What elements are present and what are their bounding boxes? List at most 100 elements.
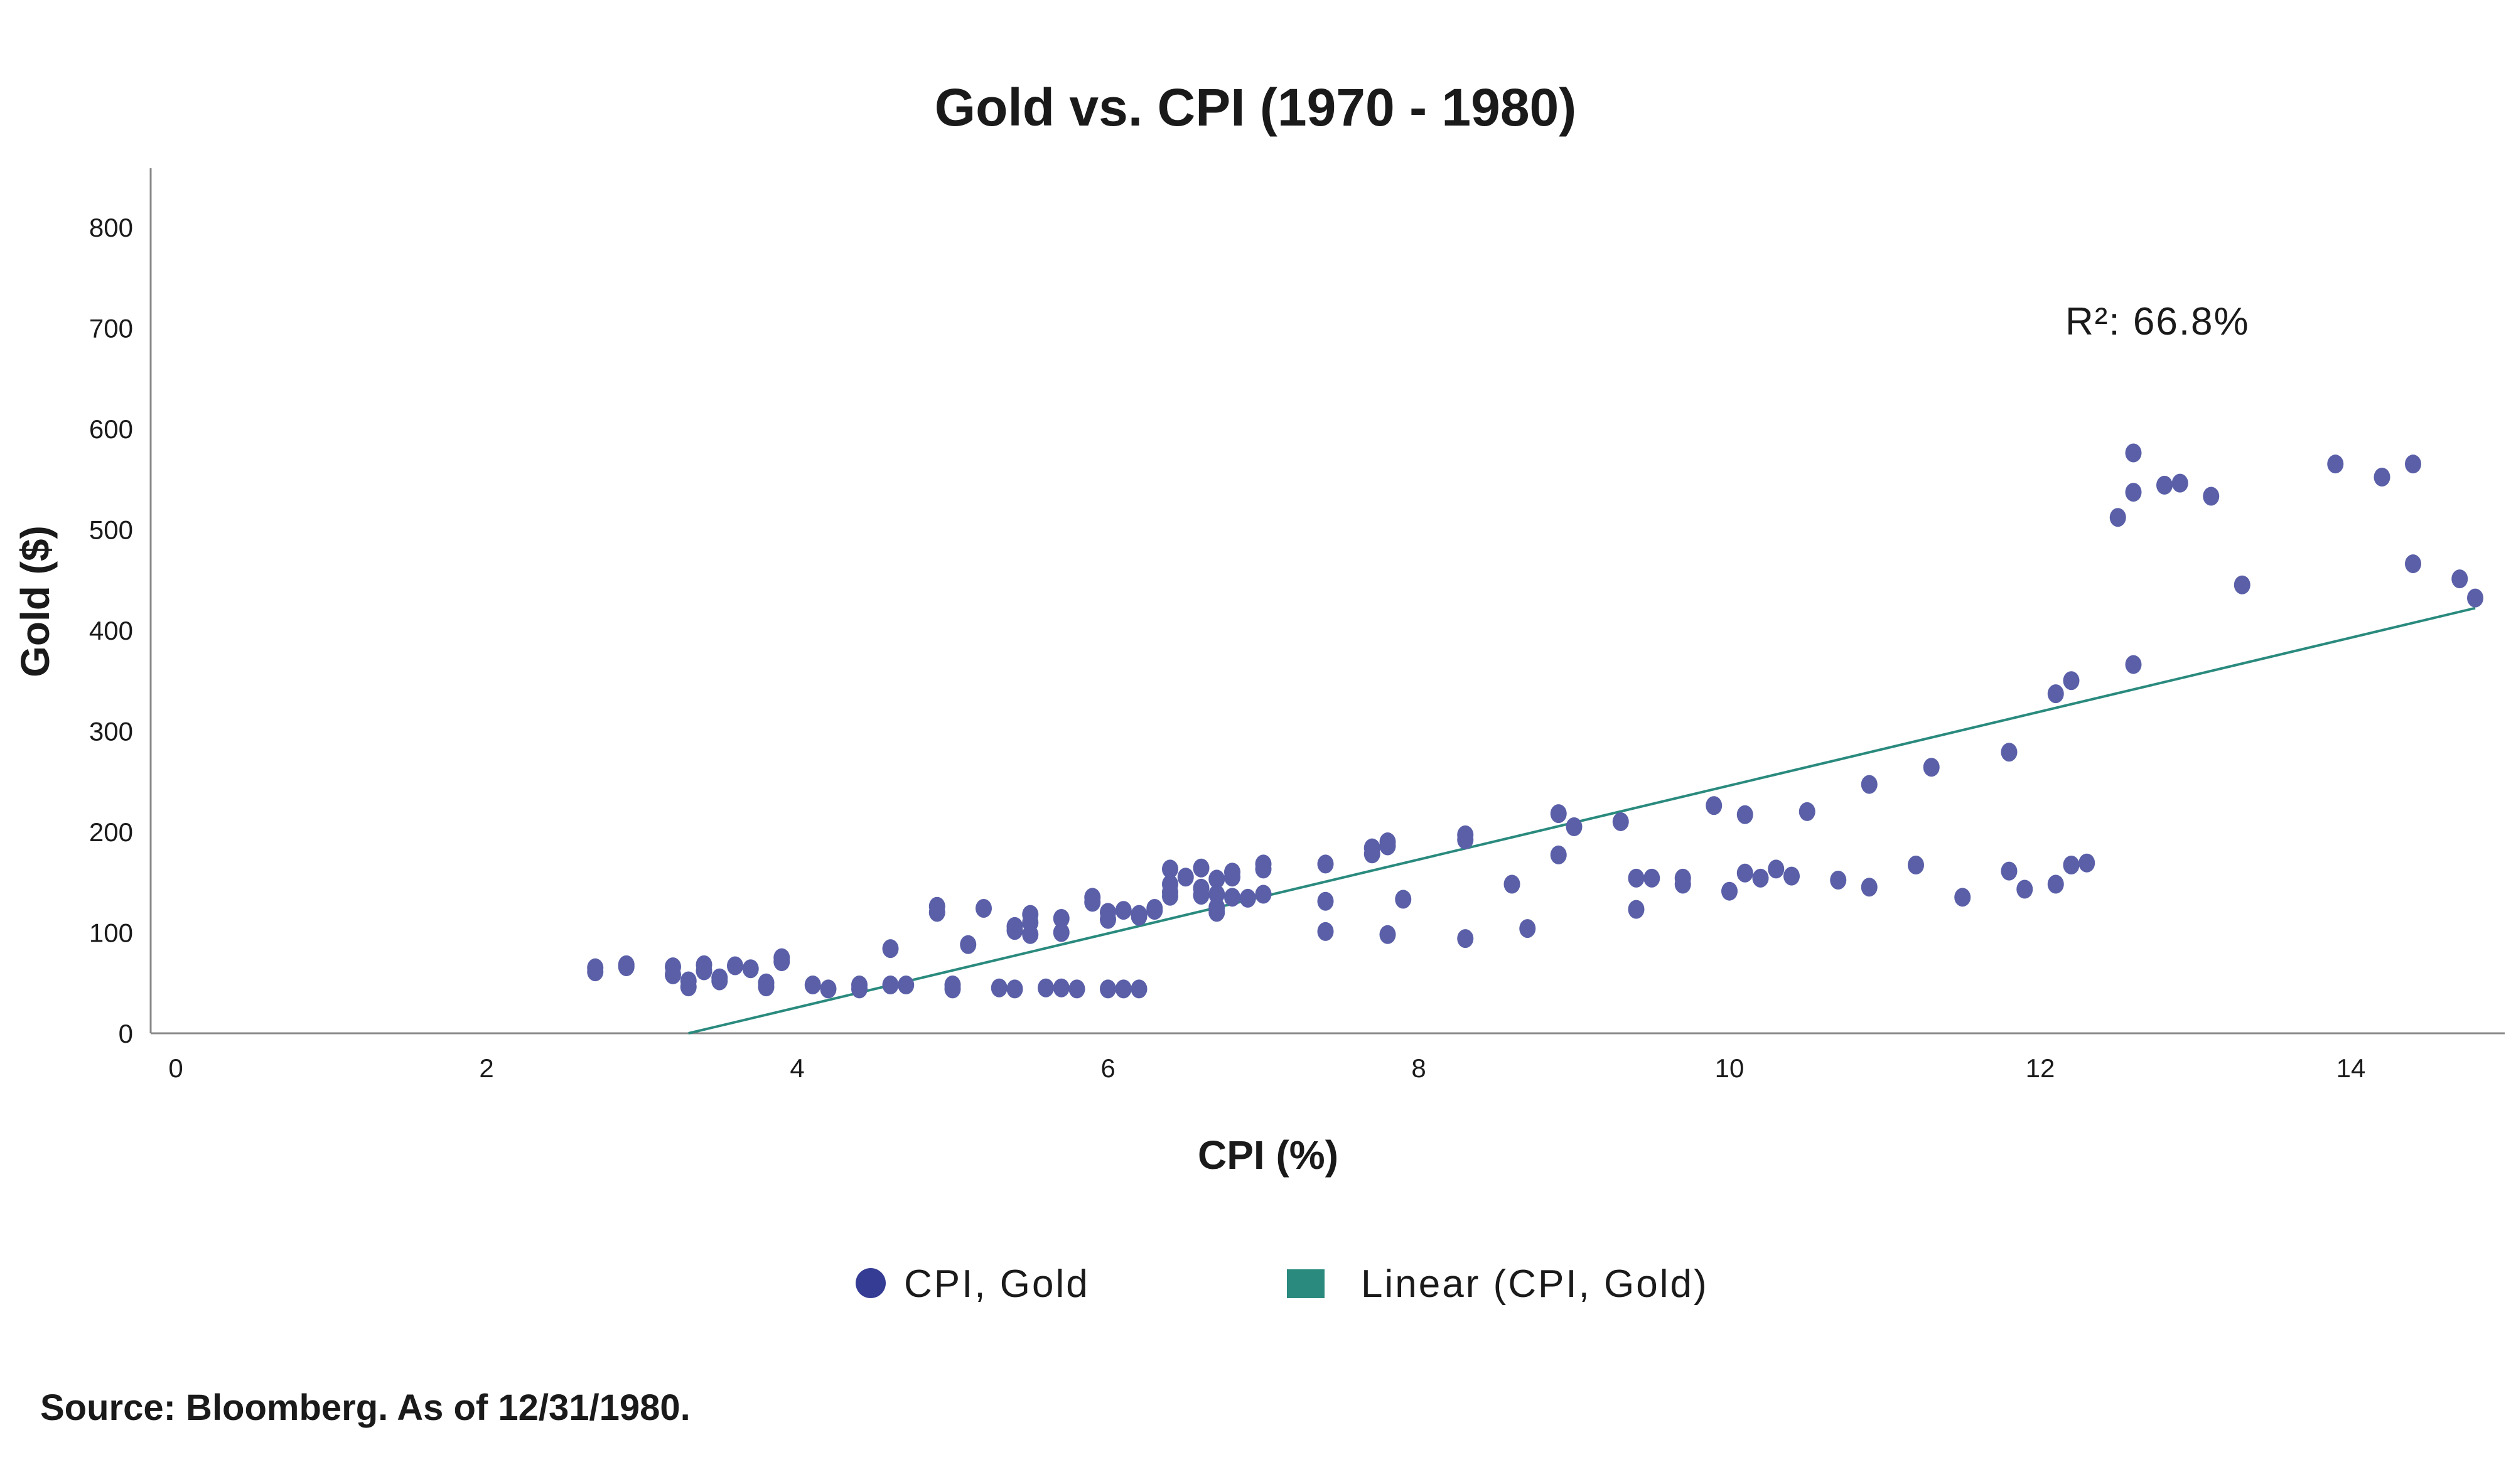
data-point[interactable] xyxy=(898,975,915,994)
data-point[interactable] xyxy=(1162,886,1178,906)
data-point[interactable] xyxy=(773,952,790,972)
data-point[interactable] xyxy=(1566,817,1583,836)
data-point[interactable] xyxy=(1628,868,1645,888)
data-point[interactable] xyxy=(1503,874,1520,894)
data-point[interactable] xyxy=(2327,454,2344,474)
data-point[interactable] xyxy=(1239,888,1256,908)
data-point[interactable] xyxy=(2234,575,2250,594)
data-point[interactable] xyxy=(2063,855,2080,874)
data-point[interactable] xyxy=(1053,909,1070,928)
data-point[interactable] xyxy=(1783,866,1800,886)
data-point[interactable] xyxy=(1721,881,1738,901)
data-point[interactable] xyxy=(2171,473,2188,493)
data-point[interactable] xyxy=(2047,874,2064,894)
data-point[interactable] xyxy=(1100,910,1116,929)
data-point[interactable] xyxy=(1038,978,1054,997)
data-point[interactable] xyxy=(976,898,992,918)
data-point[interactable] xyxy=(1006,979,1023,999)
data-point[interactable] xyxy=(1255,884,1272,904)
data-point[interactable] xyxy=(2125,655,2142,674)
data-point[interactable] xyxy=(1379,925,1396,944)
data-point[interactable] xyxy=(2078,853,2095,873)
data-point[interactable] xyxy=(2203,487,2220,506)
data-point[interactable] xyxy=(665,965,681,984)
data-point[interactable] xyxy=(1628,900,1645,919)
data-point[interactable] xyxy=(1193,858,1210,878)
data-point[interactable] xyxy=(1706,796,1723,815)
data-point[interactable] xyxy=(1908,855,1924,874)
data-point[interactable] xyxy=(2001,861,2018,881)
data-point[interactable] xyxy=(711,971,728,991)
data-point[interactable] xyxy=(2156,475,2173,495)
legend-item-trendline[interactable]: Linear (CPI, Gold) xyxy=(1287,1262,1709,1306)
data-point[interactable] xyxy=(1193,886,1210,905)
data-point[interactable] xyxy=(1022,925,1039,944)
data-point[interactable] xyxy=(2374,468,2390,487)
data-point[interactable] xyxy=(1674,874,1691,894)
data-point[interactable] xyxy=(1317,922,1334,941)
data-point[interactable] xyxy=(1115,979,1132,999)
data-point[interactable] xyxy=(2109,508,2126,527)
data-point[interactable] xyxy=(1550,804,1567,824)
data-point[interactable] xyxy=(1224,868,1240,887)
data-point[interactable] xyxy=(1115,901,1132,920)
data-point[interactable] xyxy=(944,979,961,999)
data-point[interactable] xyxy=(727,956,743,976)
data-point[interactable] xyxy=(2125,443,2142,463)
data-point[interactable] xyxy=(742,959,759,979)
data-point[interactable] xyxy=(1162,859,1178,879)
data-point[interactable] xyxy=(696,961,712,981)
legend-item-scatter[interactable]: CPI, Gold xyxy=(856,1262,1090,1306)
data-point[interactable] xyxy=(1550,845,1567,864)
data-point[interactable] xyxy=(587,962,604,982)
data-point[interactable] xyxy=(1006,921,1023,940)
data-point[interactable] xyxy=(1146,901,1163,920)
data-point[interactable] xyxy=(1519,919,1536,938)
data-point[interactable] xyxy=(1068,979,1085,999)
data-point[interactable] xyxy=(618,957,635,977)
data-point[interactable] xyxy=(2001,743,2018,762)
data-point[interactable] xyxy=(2451,569,2468,589)
data-point[interactable] xyxy=(1379,836,1396,856)
data-point[interactable] xyxy=(2125,483,2142,502)
data-point[interactable] xyxy=(2016,879,2033,899)
data-point[interactable] xyxy=(1084,893,1101,912)
data-point[interactable] xyxy=(1131,906,1148,926)
data-point[interactable] xyxy=(1736,863,1753,883)
data-point[interactable] xyxy=(1363,844,1380,864)
data-point[interactable] xyxy=(1208,903,1225,922)
data-point[interactable] xyxy=(1861,775,1878,794)
data-point[interactable] xyxy=(1317,891,1334,911)
data-point[interactable] xyxy=(1830,871,1847,890)
data-point[interactable] xyxy=(1100,979,1116,999)
data-point[interactable] xyxy=(882,975,899,994)
data-point[interactable] xyxy=(1861,878,1878,897)
data-point[interactable] xyxy=(1053,978,1070,997)
data-point[interactable] xyxy=(2467,588,2483,608)
data-point[interactable] xyxy=(1131,979,1148,999)
data-point[interactable] xyxy=(1317,854,1334,874)
data-point[interactable] xyxy=(1752,868,1769,888)
data-point[interactable] xyxy=(1395,890,1412,909)
data-point[interactable] xyxy=(1177,868,1194,887)
data-point[interactable] xyxy=(851,979,868,999)
data-point[interactable] xyxy=(991,978,1008,997)
data-point[interactable] xyxy=(2405,454,2421,474)
data-point[interactable] xyxy=(820,979,837,999)
data-point[interactable] xyxy=(680,977,697,997)
data-point[interactable] xyxy=(1208,869,1225,889)
data-point[interactable] xyxy=(928,903,945,922)
data-point[interactable] xyxy=(804,975,821,994)
data-point[interactable] xyxy=(1255,859,1272,879)
data-point[interactable] xyxy=(1457,929,1474,949)
data-point[interactable] xyxy=(2047,684,2064,704)
data-point[interactable] xyxy=(1612,812,1629,831)
data-point[interactable] xyxy=(1768,859,1785,879)
data-point[interactable] xyxy=(1923,758,1940,777)
data-point[interactable] xyxy=(1736,805,1753,824)
data-point[interactable] xyxy=(1053,923,1070,942)
data-point[interactable] xyxy=(960,935,977,954)
data-point[interactable] xyxy=(758,977,775,997)
data-point[interactable] xyxy=(2405,554,2421,574)
data-point[interactable] xyxy=(1208,884,1225,904)
